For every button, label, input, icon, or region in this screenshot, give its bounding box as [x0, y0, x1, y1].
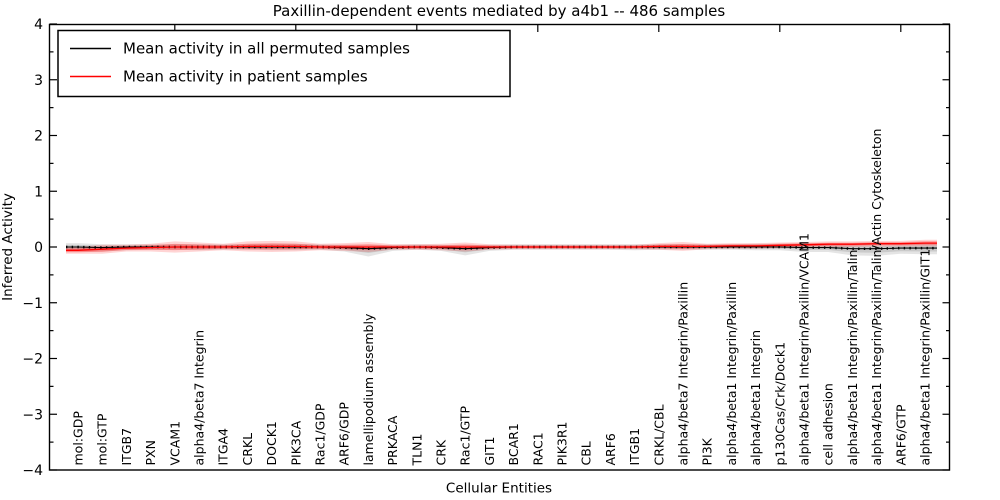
x-category-label: alpha4/beta1 Integrin/Paxillin/VCAM1: [797, 233, 812, 465]
patient-mean-line: [66, 242, 937, 251]
y-axis-label: Inferred Activity: [0, 193, 16, 301]
mean-lines: [66, 242, 937, 251]
x-category-labels: mol:GDP mol:GTP ITGB7 PXN VCAM1 alpha4/beta7 …: [71, 129, 933, 467]
y-tick-label: 2: [34, 129, 43, 145]
y-tick-label: −4: [22, 463, 43, 479]
x-category-label: Rac1/GTP: [458, 406, 473, 466]
x-category-label: p130Cas/Crk/Dock1: [772, 342, 787, 466]
x-category-label: alpha4/beta7 Integrin: [192, 330, 207, 466]
x-category-label: BCAR1: [506, 423, 521, 465]
x-category-label: ARF6/GTP: [893, 404, 908, 465]
x-category-label: lamellipodium assembly: [361, 313, 376, 465]
y-tick-label: −1: [22, 296, 43, 312]
x-category-label: alpha4/beta1 Integrin/Paxillin/Talin: [845, 250, 860, 466]
y-tick-label: 1: [34, 184, 43, 200]
x-category-label: mol:GDP: [71, 411, 86, 466]
y-tick-label: 3: [34, 73, 43, 89]
y-tick-label: 4: [34, 17, 43, 33]
x-category-label: ARF6: [603, 433, 618, 465]
x-category-label: ITGB7: [119, 428, 134, 466]
x-category-label: RAC1: [530, 432, 545, 465]
y-tick-label: −3: [22, 407, 43, 423]
x-category-label: mol:GTP: [95, 413, 110, 465]
x-category-label: alpha4/beta1 Integrin: [748, 330, 763, 466]
x-category-label: ITGA4: [216, 428, 231, 466]
x-category-label: ARF6/GDP: [337, 402, 352, 466]
x-category-label: CRKL/CBL: [651, 404, 666, 465]
x-category-label: CRKL: [240, 433, 255, 466]
x-category-label: DOCK1: [264, 421, 279, 465]
x-category-label: alpha4/beta7 Integrin/Paxillin: [676, 282, 691, 466]
x-category-label: alpha4/beta1 Integrin/Paxillin/Talin/Act…: [869, 129, 884, 466]
legend-label-permuted: Mean activity in all permuted samples: [123, 40, 410, 58]
legend-label-patient: Mean activity in patient samples: [123, 68, 368, 86]
x-category-label: alpha4/beta1 Integrin/Paxillin/GIT1: [918, 249, 933, 466]
y-tick-label: 0: [34, 240, 43, 256]
x-category-label: GIT1: [482, 437, 497, 466]
y-tick-labels: −4 −3 −2 −1 0 1 2 3 4: [22, 17, 43, 479]
x-category-label: TLN1: [409, 434, 424, 467]
x-category-label: PXN: [143, 440, 158, 465]
y-tick-label: −2: [22, 352, 43, 368]
x-category-label: CRK: [434, 439, 449, 465]
x-category-label: PRKACA: [385, 415, 400, 465]
x-axis-label: Cellular Entities: [446, 481, 552, 497]
x-category-label: ITGB1: [627, 428, 642, 466]
x-category-label: VCAM1: [167, 421, 182, 466]
x-category-label: alpha4/beta1 Integrin/Paxillin: [724, 282, 739, 466]
x-category-label: PIK3CA: [288, 420, 303, 465]
chart-title: Paxillin-dependent events mediated by a4…: [273, 2, 726, 20]
x-category-label: CBL: [579, 441, 594, 465]
x-category-label: PIK3R1: [555, 421, 570, 465]
x-category-label: PI3K: [700, 437, 715, 465]
legend: Mean activity in all permuted samples Me…: [57, 29, 511, 98]
x-category-label: Rac1/GDP: [313, 403, 328, 465]
legend-box: [57, 29, 511, 98]
plot-frame: [48, 23, 951, 471]
x-category-label: cell adhesion: [821, 383, 836, 465]
